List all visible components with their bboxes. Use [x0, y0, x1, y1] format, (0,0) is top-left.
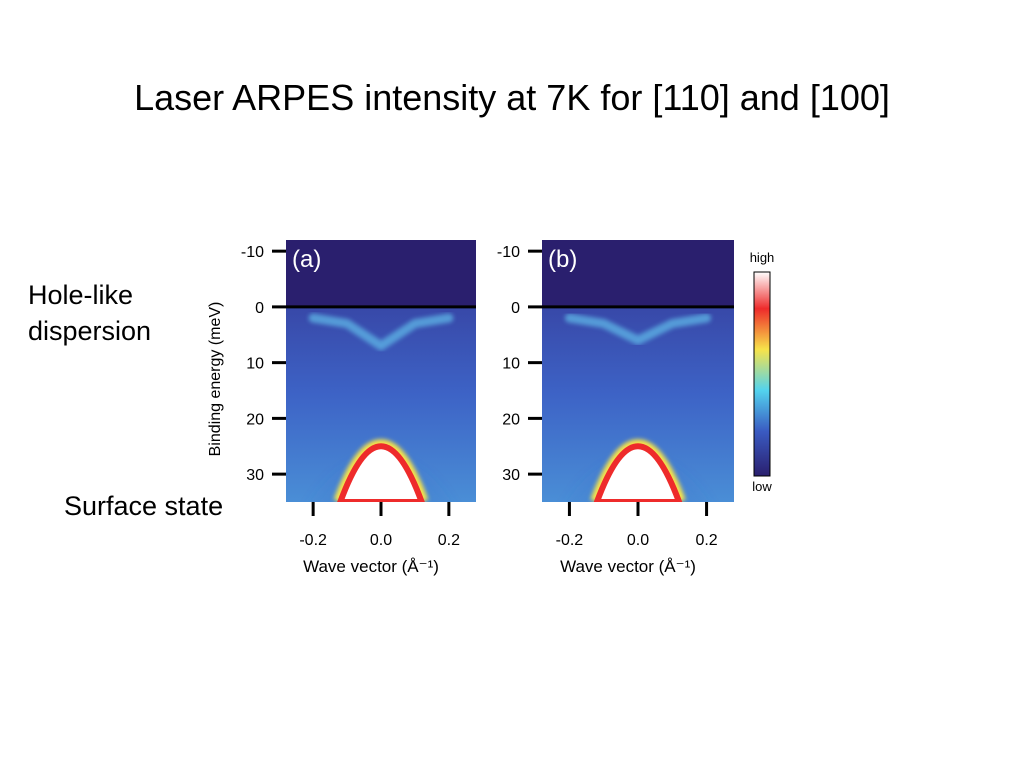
panel-label: (a): [292, 246, 321, 273]
y-tick-label: 0: [511, 300, 520, 317]
surface-state-band: [593, 443, 683, 502]
colorbar: high low: [750, 250, 775, 494]
x-axis-label: Wave vector (Å⁻¹): [303, 557, 439, 576]
x-tick-label: -0.2: [299, 532, 327, 549]
surface-state-band: [337, 443, 425, 502]
hole-like-dispersion-annotation: Hole-like dispersion: [28, 277, 151, 349]
y-tick-label: 20: [246, 411, 264, 428]
slide-title: Laser ARPES intensity at 7K for [110] an…: [134, 77, 890, 118]
panel-label: (b): [548, 246, 577, 273]
x-tick-label: 0.2: [438, 532, 460, 549]
y-axis-label: Binding energy (meV): [207, 302, 224, 457]
plot-area: [286, 240, 476, 502]
y-tick-label: -10: [497, 244, 520, 261]
colorbar-low-label: low: [752, 479, 772, 494]
colorbar-scale: [753, 271, 771, 477]
x-tick-label: 0.2: [695, 532, 717, 549]
surface-state-annotation: Surface state: [64, 491, 224, 521]
y-tick-label: 20: [502, 411, 520, 428]
hole-like-band: [564, 313, 712, 345]
hole-like-band: [308, 313, 454, 351]
plot-area: [542, 240, 734, 502]
y-tick-label: 30: [246, 467, 264, 484]
panel-a: (a) -10 0 10 20 30 -0.2 0.0 0.2 Wave vector (Å⁻¹)…: [207, 240, 476, 576]
y-tick-label: 30: [502, 467, 520, 484]
arpes-figure: (a) -10 0 10 20 30 -0.2 0.0 0.2 Wave vector (Å⁻¹)…: [207, 240, 775, 576]
panel-b: (b) -10 0 10 20 30 -0.2 0.0 0.2 Wave vector (Å⁻¹): [497, 240, 734, 576]
colorbar-high-label: high: [750, 250, 775, 265]
y-tick-label: 10: [502, 356, 520, 373]
x-tick-label: -0.2: [556, 532, 584, 549]
y-tick-label: 10: [246, 356, 264, 373]
y-tick-label: 0: [255, 300, 264, 317]
intensity-glow: [549, 373, 727, 502]
x-tick-label: 0.0: [370, 532, 392, 549]
x-axis-label: Wave vector (Å⁻¹): [560, 557, 696, 576]
intensity-glow: [293, 373, 469, 502]
y-tick-label: -10: [241, 244, 264, 261]
hole-like-line2: dispersion: [28, 316, 152, 346]
x-tick-label: 0.0: [627, 532, 649, 549]
hole-like-line1: Hole-like: [28, 280, 134, 310]
